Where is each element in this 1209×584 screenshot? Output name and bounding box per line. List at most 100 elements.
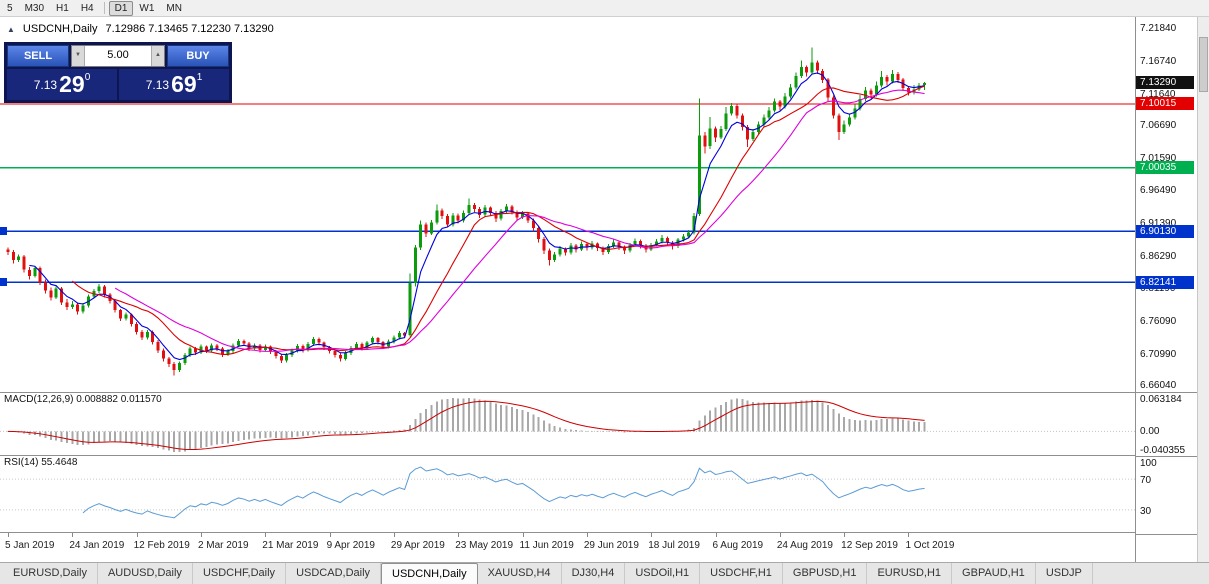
hline-left-anchor [0,227,7,236]
timeframe-button-H1[interactable]: H1 [56,2,69,14]
time-tick [136,533,138,537]
chart-tab-USDCAD-Daily[interactable]: USDCAD,Daily [286,563,382,584]
chart-ohlc-values: 7.12986 7.13465 7.12230 7.13290 [105,23,274,35]
time-tick [844,533,846,537]
volume-stepper: ▼ 5.00 ▲ [71,45,165,67]
rsi-axis-label: 70 [1140,475,1152,487]
chart-tab-USDCNH-Daily[interactable]: USDCNH,Daily [381,563,478,584]
volume-input[interactable]: 5.00 [107,49,129,61]
date-label: 2 Mar 2019 [197,540,249,551]
chart-tabs-bar: EURUSD,Daily AUDUSD,Daily USDCHF,Daily USDC… [0,562,1209,584]
chart-tab-EURUSD-Daily[interactable]: EURUSD,Daily [3,563,98,584]
toolbar-separator [103,2,105,14]
price-chart-panel[interactable]: ▲ USDCNH,Daily 7.12986 7.13465 7.12230 7… [0,17,1135,392]
time-tick [72,533,74,537]
rsi-axis-label: 30 [1140,505,1152,517]
vertical-scrollbar[interactable] [1197,17,1209,562]
buy-price-base: 7.13 [145,78,170,92]
macd-axis-label: -0.040355 [1140,445,1186,456]
timeframe-button-MN[interactable]: MN [166,2,182,14]
price-axis-label: 6.86290 [1140,250,1177,262]
chart-workspace: ▲ USDCNH,Daily 7.12986 7.13465 7.12230 7… [0,17,1209,562]
time-tick [200,533,202,537]
price-axis-label: 7.11640 [1140,88,1176,100]
time-tick [329,533,331,537]
date-label: 5 Jan 2019 [5,540,55,551]
date-label: 29 Jun 2019 [583,540,639,551]
price-axis-label: 6.81190 [1140,283,1176,295]
timeframe-button-H4[interactable]: H4 [80,2,94,14]
price-line-tag[interactable]: 7.00035 [1136,161,1194,175]
macd-axis-label: 0.00 [1140,426,1160,438]
chart-symbol-label: USDCNH,Daily [22,23,98,35]
price-axis-label: 6.76090 [1140,316,1177,328]
chart-tab-DJ30-H4[interactable]: DJ30,H4 [562,563,626,584]
trade-panel-collapse-icon[interactable]: ▲ [7,24,15,34]
time-tick [715,533,717,537]
timeframe-button-D1[interactable]: D1 [108,0,134,16]
price-axis-label: 7.16740 [1140,55,1177,67]
price-axis-label: 7.01590 [1140,152,1177,164]
timeframe-button-W1[interactable]: W1 [139,2,155,14]
time-tick [779,533,781,537]
sell-button[interactable]: SELL [7,45,69,67]
volume-decrease-button[interactable]: ▼ [72,46,85,66]
chart-tab-AUDUSD-Daily[interactable]: AUDUSD,Daily [98,563,193,584]
chart-tab-EURUSD-H1[interactable]: EURUSD,H1 [867,563,953,584]
buy-price-pips: 69 [171,71,197,97]
price-line-tag[interactable]: 6.82141 [1136,275,1194,289]
macd-indicator-panel[interactable]: MACD(12,26,9) 0.008882 0.011570 [0,392,1135,455]
price-axis-label: 6.96490 [1140,185,1177,197]
chart-plots: ▲ USDCNH,Daily 7.12986 7.13465 7.12230 7… [0,17,1135,562]
price-axis[interactable]: 7.21840 7.16740 7.11640 7.06690 7.01590 6.964… [1135,17,1197,562]
scrollbar-thumb[interactable] [1199,37,1208,92]
price-axis-label: 7.06690 [1140,120,1177,132]
time-tick [458,533,460,537]
time-tick [651,533,653,537]
date-label: 9 Apr 2019 [326,540,375,551]
rsi-indicator-panel[interactable]: RSI(14) 55.4648 [0,455,1135,532]
date-label: 1 Oct 2019 [905,540,955,551]
macd-label: MACD(12,26,9) 0.008882 0.011570 [4,394,162,405]
date-label: 23 May 2019 [455,540,514,551]
volume-increase-button[interactable]: ▲ [151,46,164,66]
date-label: 11 Jun 2019 [519,540,574,551]
buy-price-display[interactable]: 7.13 69 1 [119,69,229,100]
price-axis-label: 6.91390 [1140,218,1177,230]
sell-price-pips: 29 [59,71,85,97]
time-tick [393,533,395,537]
rsi-chart-canvas[interactable] [0,456,1135,533]
macd-chart-canvas[interactable] [0,393,1135,456]
time-tick [586,533,588,537]
chart-tab-USDJP[interactable]: USDJP [1036,563,1093,584]
chart-tab-USDCHF-H1[interactable]: USDCHF,H1 [700,563,783,584]
time-tick [8,533,9,537]
chart-tab-GBPAUD-H1[interactable]: GBPAUD,H1 [952,563,1036,584]
time-axis[interactable]: 5 Jan 2019 24 Jan 2019 12 Feb 2019 2 Mar 20… [0,532,1135,559]
price-line-tag[interactable]: 6.90130 [1136,224,1194,238]
price-line-tag[interactable]: 7.10015 [1136,97,1194,111]
sell-price-point: 0 [84,72,91,83]
date-label: 12 Sep 2019 [841,540,898,551]
chart-ohlc-title: ▲ USDCNH,Daily 7.12986 7.13465 7.12230 7… [7,23,274,35]
buy-button[interactable]: BUY [167,45,229,67]
time-tick [908,533,910,537]
price-chart-canvas[interactable] [0,17,1135,392]
chart-tab-USDCHF-Daily[interactable]: USDCHF,Daily [193,563,287,584]
timeframe-toolbar: 5 M30 H1 H4 D1 W1 MN [0,0,1209,17]
timeframe-button-5[interactable]: 5 [7,2,13,14]
chart-tab-GBPUSD-H1[interactable]: GBPUSD,H1 [783,563,868,584]
date-label: 24 Aug 2019 [776,540,833,551]
price-axis-label: 6.66040 [1140,380,1177,392]
timeframe-button-M30[interactable]: M30 [24,2,45,14]
current-price-tag: 7.13290 [1136,76,1194,90]
time-tick [265,533,267,537]
date-label: 18 Jul 2019 [648,540,700,551]
sell-price-display[interactable]: 7.13 29 0 [7,69,117,100]
price-axis-label: 6.70990 [1140,348,1177,360]
time-tick [522,533,524,537]
chart-tab-XAUUSD-H4[interactable]: XAUUSD,H4 [478,563,562,584]
buy-price-point: 1 [196,72,203,83]
chart-tab-USDOil-H1[interactable]: USDOil,H1 [625,563,701,584]
price-axis-label: 7.21840 [1140,23,1177,35]
